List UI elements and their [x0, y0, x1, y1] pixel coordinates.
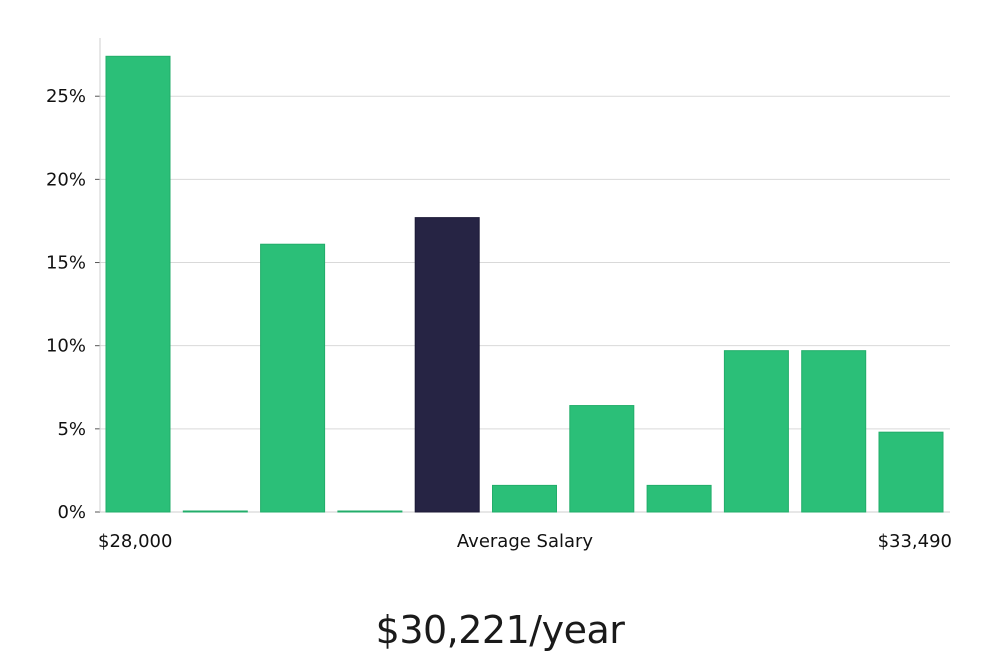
bar [105, 55, 171, 513]
y-tick-label: 0% [57, 502, 86, 523]
bar [492, 484, 557, 513]
bar-average-salary [414, 217, 480, 513]
y-tick-label: 15% [46, 253, 86, 274]
x-label-min: $28,000 [98, 531, 172, 552]
bar [569, 405, 635, 513]
bar [182, 510, 248, 513]
y-tick-label: 10% [46, 336, 86, 357]
x-label-center: Average Salary [457, 531, 594, 552]
average-salary-headline: $30,221/year [375, 608, 625, 652]
bar [337, 510, 403, 513]
bar [801, 350, 867, 513]
bar [260, 243, 326, 513]
bar [878, 431, 944, 513]
y-tick-label: 25% [46, 86, 86, 107]
y-axis-ticks: 0% 5% 10% 15% 20% 25% [46, 86, 100, 523]
y-tick-label: 5% [57, 419, 86, 440]
bars [105, 55, 944, 513]
bar [646, 484, 712, 513]
y-tick-label: 20% [46, 169, 86, 190]
x-label-max: $33,490 [878, 531, 952, 552]
bar [723, 350, 789, 513]
